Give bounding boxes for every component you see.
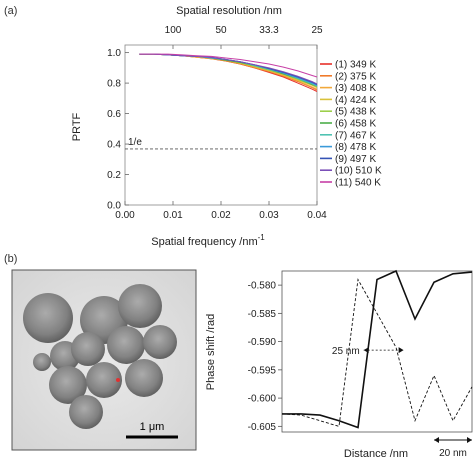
- prtf-chart: Spatial resolution /nm 100 50 33.3 25 0.00 0…: [71, 5, 382, 248]
- prtf-x-axis: 0.00 0.01 0.02 0.03 0.04: [115, 201, 327, 221]
- y-tick-label: 0.6: [107, 109, 121, 120]
- prtf-x-axis-title-main: Spatial frequency /nm: [151, 236, 257, 248]
- series-line: [139, 53, 318, 87]
- nanoparticle: [71, 332, 105, 366]
- series-line: [139, 53, 318, 89]
- phase-x-axis-title: Distance /nm: [344, 448, 408, 460]
- x-tick-label: 0.03: [259, 210, 279, 221]
- prtf-top-axis-title: Spatial resolution /nm: [176, 5, 282, 17]
- legend-entry: (9) 497 K: [335, 154, 376, 165]
- legend-entry: (5) 438 K: [335, 107, 376, 118]
- nanoparticle: [23, 293, 73, 343]
- series-line: [139, 53, 318, 86]
- legend-entry: (7) 467 K: [335, 130, 376, 141]
- nanoparticle: [33, 353, 51, 371]
- y-tick-label: 0.4: [107, 140, 121, 151]
- y-tick-label: -0.585: [248, 309, 277, 320]
- prtf-y-axis: 0.0 0.2 0.4 0.6 0.8 1.0: [107, 48, 129, 212]
- x-tick-label: 0.00: [115, 210, 135, 221]
- phase-y-axis: -0.605 -0.600 -0.595 -0.590 -0.585 -0.580: [248, 281, 282, 433]
- series-line: [139, 53, 318, 78]
- width-arrow-head: [398, 347, 404, 354]
- width-annotation-label: 25 nm: [332, 346, 360, 357]
- scale-bar-label: 1 μm: [140, 421, 165, 433]
- y-tick-label: -0.600: [248, 394, 277, 405]
- y-tick-label: -0.595: [248, 365, 277, 376]
- prtf-series: [139, 53, 318, 92]
- nanoparticle: [107, 326, 145, 364]
- y-tick-label: -0.580: [248, 281, 277, 292]
- panel-b-label: (b): [4, 253, 17, 265]
- width-arrow-head: [363, 347, 369, 354]
- phase-series: [281, 269, 473, 429]
- prtf-top-axis: 100 50 33.3 25: [165, 25, 323, 49]
- y-tick-label: -0.605: [248, 422, 277, 433]
- prtf-threshold-label: 1/e: [128, 137, 142, 148]
- top-tick-label: 50: [215, 25, 227, 36]
- legend-entry: (2) 375 K: [335, 71, 376, 82]
- series-line: [139, 53, 318, 87]
- scale-arrow-head: [467, 437, 472, 443]
- tem-micrograph: 1 μm: [11, 269, 197, 451]
- dashed-profile-line: [281, 278, 473, 427]
- prtf-x-axis-title: Spatial frequency /nm-1: [151, 233, 265, 248]
- nanoparticle-cluster: [23, 284, 177, 429]
- y-tick-label: 0.8: [107, 79, 121, 90]
- width-annotation: 25 nm: [332, 346, 404, 357]
- nanoparticle: [143, 325, 177, 359]
- scale-arrow-head: [434, 437, 439, 443]
- nanoparticle: [69, 395, 103, 429]
- top-tick-label: 25: [311, 25, 323, 36]
- legend-entry: (1) 349 K: [335, 60, 376, 71]
- top-tick-label: 33.3: [259, 25, 279, 36]
- y-tick-label: 0.2: [107, 170, 121, 181]
- measurement-point-marker: [116, 378, 120, 382]
- prtf-x-axis-title-exponent: -1: [258, 233, 266, 242]
- series-line: [139, 53, 318, 85]
- panel-a-label: (a): [4, 5, 17, 17]
- top-tick-label: 100: [165, 25, 182, 36]
- prtf-y-axis-title: PRTF: [71, 112, 83, 141]
- prtf-legend: (1) 349 K(2) 375 K(3) 408 K(4) 424 K(5) …: [320, 60, 382, 189]
- phase-shift-chart: -0.605 -0.600 -0.595 -0.590 -0.585 -0.580 Pha…: [205, 269, 473, 460]
- legend-entry: (11) 540 K: [335, 178, 381, 189]
- legend-entry: (8) 478 K: [335, 142, 376, 153]
- y-tick-label: -0.590: [248, 337, 277, 348]
- nanoparticle: [49, 366, 87, 404]
- legend-entry: (10) 510 K: [335, 166, 382, 177]
- nanoparticle: [86, 362, 122, 398]
- x-tick-label: 0.04: [307, 210, 327, 221]
- distance-scale-annotation: 20 nm: [434, 437, 472, 459]
- legend-entry: (6) 458 K: [335, 119, 376, 130]
- phase-plot-frame: [281, 270, 473, 433]
- solid-profile-line: [282, 269, 473, 429]
- nanoparticle: [118, 284, 162, 328]
- phase-y-axis-title: Phase shift /rad: [205, 314, 217, 390]
- x-tick-label: 0.01: [163, 210, 183, 221]
- scale-annotation-label: 20 nm: [439, 448, 467, 459]
- y-tick-label: 1.0: [107, 48, 121, 59]
- y-tick-label: 0.0: [107, 201, 121, 212]
- series-line: [139, 53, 318, 88]
- prtf-plot-frame: [124, 44, 318, 206]
- nanoparticle: [125, 359, 163, 397]
- x-tick-label: 0.02: [211, 210, 231, 221]
- legend-entry: (3) 408 K: [335, 83, 376, 94]
- series-line: [139, 53, 318, 90]
- legend-entry: (4) 424 K: [335, 95, 376, 106]
